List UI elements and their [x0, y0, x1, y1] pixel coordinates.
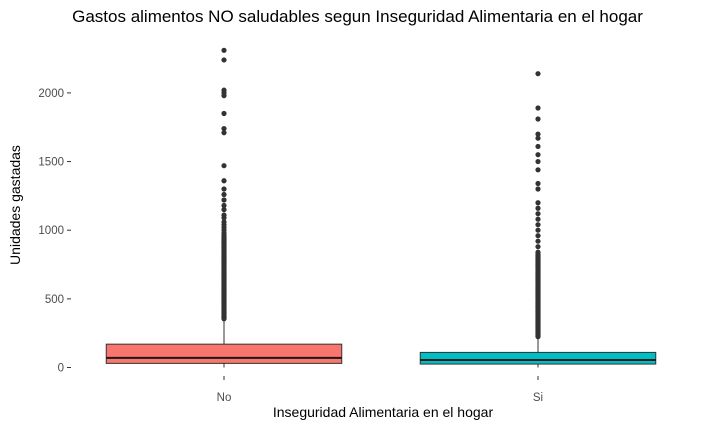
outlier-point	[535, 135, 541, 141]
box-no	[105, 47, 343, 368]
outlier-point	[221, 125, 227, 132]
outlier-point	[221, 130, 227, 136]
outlier-point	[535, 227, 541, 233]
outlier-point	[535, 158, 541, 165]
y-axis: 0 500 1000 1500 2000	[38, 88, 71, 375]
y-tick-label: 2000	[38, 88, 64, 100]
outlier-point	[535, 105, 541, 111]
outlier-point	[221, 197, 227, 203]
outlier-point	[221, 47, 227, 53]
outlier-point	[221, 212, 227, 218]
y-tick-label: 1000	[38, 225, 64, 237]
x-tick-label: No	[217, 392, 232, 404]
outlier-point	[535, 167, 541, 173]
outlier-point	[535, 152, 541, 158]
outlier-point	[535, 200, 541, 206]
outlier-point	[221, 202, 227, 209]
box-rect	[105, 343, 343, 364]
boxes	[105, 47, 657, 368]
box-si	[419, 71, 657, 368]
y-axis-title: Unidades gastadas	[7, 145, 23, 265]
x-axis: No Si	[217, 376, 543, 404]
outlier-point	[535, 211, 541, 217]
outlier-point	[535, 116, 541, 122]
y-tick-label: 1500	[38, 157, 64, 169]
outlier-point	[535, 222, 541, 228]
outlier-point	[535, 233, 541, 239]
outlier-point	[221, 186, 227, 192]
outlier-point	[221, 191, 227, 198]
outlier-point	[221, 207, 227, 213]
outlier-point	[221, 57, 227, 63]
outlier-point	[535, 205, 541, 211]
outlier-point	[535, 244, 541, 250]
outlier-point	[535, 238, 541, 244]
x-tick-label: Si	[533, 392, 543, 404]
box-rect	[419, 351, 657, 365]
outlier-point	[535, 249, 541, 255]
outlier-point	[535, 180, 541, 187]
outlier-point	[221, 178, 227, 184]
outlier-point	[221, 110, 227, 117]
x-axis-title: Inseguridad Alimentaria en el hogar	[273, 404, 494, 420]
chart-title: Gastos alimentos NO saludables segun Ins…	[72, 7, 643, 26]
outlier-point	[221, 219, 227, 225]
outlier-point	[535, 143, 541, 150]
outlier-point	[221, 163, 227, 169]
y-tick-label: 0	[58, 363, 64, 375]
outlier-point	[535, 186, 541, 192]
y-tick-label: 500	[45, 294, 64, 306]
outlier-point	[535, 131, 541, 137]
outlier-point	[535, 216, 541, 222]
outlier-point	[535, 71, 541, 77]
outlier-point	[221, 87, 227, 93]
